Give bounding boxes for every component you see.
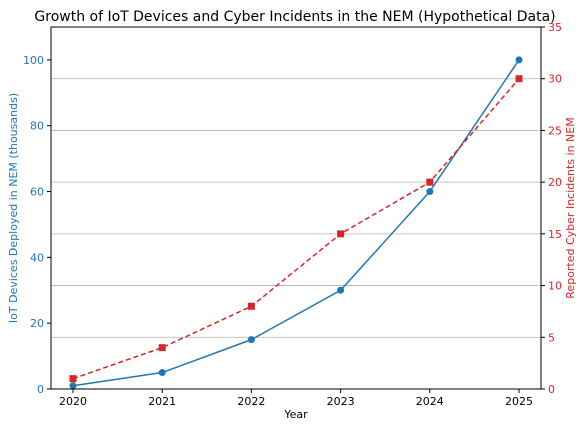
left-y-axis-label: IoT Devices Deployed in NEM (thousands) bbox=[7, 93, 20, 323]
data-point-left bbox=[515, 56, 523, 64]
plot-frame bbox=[50, 26, 542, 390]
series-line-right bbox=[72, 78, 520, 380]
right-y-tick-label: 25 bbox=[548, 124, 562, 137]
x-axis: 2020 2021 2022 2023 2024 2025 bbox=[59, 389, 533, 408]
right-y-tick-label: 35 bbox=[548, 21, 562, 34]
left-y-tick-label: 100 bbox=[23, 54, 44, 67]
x-tick-label: 2024 bbox=[416, 395, 444, 408]
x-axis-label: Year bbox=[283, 408, 308, 421]
left-y-tick-label: 60 bbox=[30, 186, 44, 199]
left-y-axis: 0 20 40 60 80 100 bbox=[23, 54, 51, 396]
data-point-right bbox=[247, 302, 255, 310]
data-point-left bbox=[426, 188, 434, 196]
right-y-tick-label: 0 bbox=[548, 383, 555, 396]
data-point-left bbox=[337, 286, 345, 294]
right-y-axis: 0 5 10 15 20 25 30 35 bbox=[541, 21, 562, 396]
data-point-right bbox=[426, 178, 434, 186]
series-line-left bbox=[72, 59, 520, 387]
right-y-tick-label: 10 bbox=[548, 280, 562, 293]
data-point-left bbox=[247, 336, 255, 344]
data-point-right bbox=[158, 344, 166, 352]
right-y-axis-label: Reported Cyber Incidents in NEM bbox=[564, 117, 577, 298]
series-layer bbox=[69, 56, 523, 390]
left-y-tick-label: 0 bbox=[37, 383, 44, 396]
left-y-tick-label: 40 bbox=[30, 251, 44, 264]
right-y-tick-label: 5 bbox=[548, 331, 555, 344]
left-y-tick-label: 80 bbox=[30, 120, 44, 133]
data-point-left bbox=[69, 382, 77, 390]
x-tick-label: 2020 bbox=[59, 395, 87, 408]
x-tick-label: 2022 bbox=[237, 395, 265, 408]
x-tick-label: 2021 bbox=[148, 395, 176, 408]
right-y-tick-label: 15 bbox=[548, 228, 562, 241]
data-point-right bbox=[337, 230, 345, 238]
left-y-tick-label: 20 bbox=[30, 317, 44, 330]
right-y-tick-label: 30 bbox=[548, 73, 562, 86]
data-point-right bbox=[69, 375, 77, 383]
x-tick-label: 2023 bbox=[327, 395, 355, 408]
data-point-right bbox=[515, 75, 523, 83]
chart-title: Growth of IoT Devices and Cyber Incident… bbox=[34, 9, 555, 25]
grid bbox=[51, 26, 541, 390]
right-y-tick-label: 20 bbox=[548, 176, 562, 189]
data-point-left bbox=[158, 369, 166, 377]
x-tick-label: 2025 bbox=[505, 395, 533, 408]
